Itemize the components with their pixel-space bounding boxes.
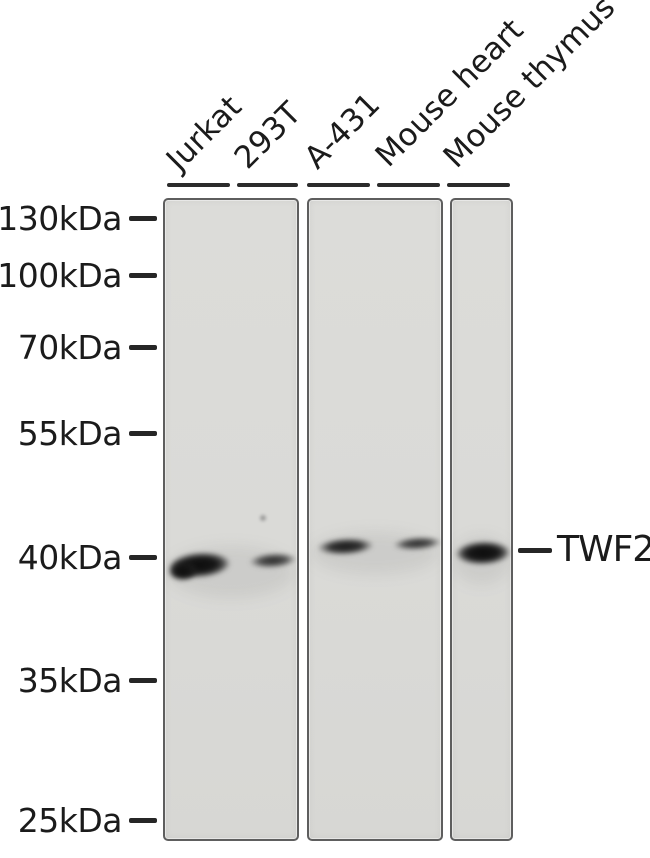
marker-label-35kda: 35kDa	[17, 660, 123, 700]
lane-label-jurkat: Jurkat	[159, 88, 249, 179]
marker-row-70kda: 70kDa	[0, 323, 157, 371]
marker-row-100kda: 100kDa	[0, 251, 157, 299]
marker-label-70kda: 70kDa	[17, 327, 123, 367]
marker-label-130kda: 130kDa	[0, 198, 122, 238]
marker-row-25kda: 25kDa	[0, 796, 157, 844]
marker-tick-70kda	[129, 344, 157, 350]
lane-tick-293t	[237, 183, 298, 187]
marker-tick-35kda	[129, 677, 157, 683]
lane-tick-mouse-thymus	[447, 183, 510, 187]
marker-row-55kda: 55kDa	[0, 409, 157, 457]
marker-tick-130kda	[129, 215, 157, 221]
target-protein-label: TWF2	[557, 529, 650, 570]
panel1-speck	[260, 515, 266, 521]
blot-panel-2	[307, 198, 443, 841]
marker-label-100kda: 100kDa	[0, 255, 122, 295]
marker-row-130kda: 130kDa	[0, 194, 157, 242]
lane-label-a431: A-431	[297, 86, 388, 177]
marker-row-35kda: 35kDa	[0, 656, 157, 704]
lane-tick-mouse-heart	[377, 183, 440, 187]
target-band-dash	[518, 548, 552, 553]
marker-tick-40kda	[129, 554, 157, 560]
marker-label-55kda: 55kDa	[17, 413, 123, 453]
marker-label-40kda: 40kDa	[17, 537, 123, 577]
lane-tick-a431	[307, 183, 370, 187]
marker-label-25kda: 25kDa	[17, 800, 123, 840]
blot-panel-1	[163, 198, 299, 841]
lane-tick-jurkat	[167, 183, 230, 187]
marker-tick-100kda	[129, 272, 157, 278]
blot-panel-3	[450, 198, 513, 841]
marker-row-40kda: 40kDa	[0, 533, 157, 581]
marker-tick-25kda	[129, 817, 157, 823]
marker-tick-55kda	[129, 430, 157, 436]
